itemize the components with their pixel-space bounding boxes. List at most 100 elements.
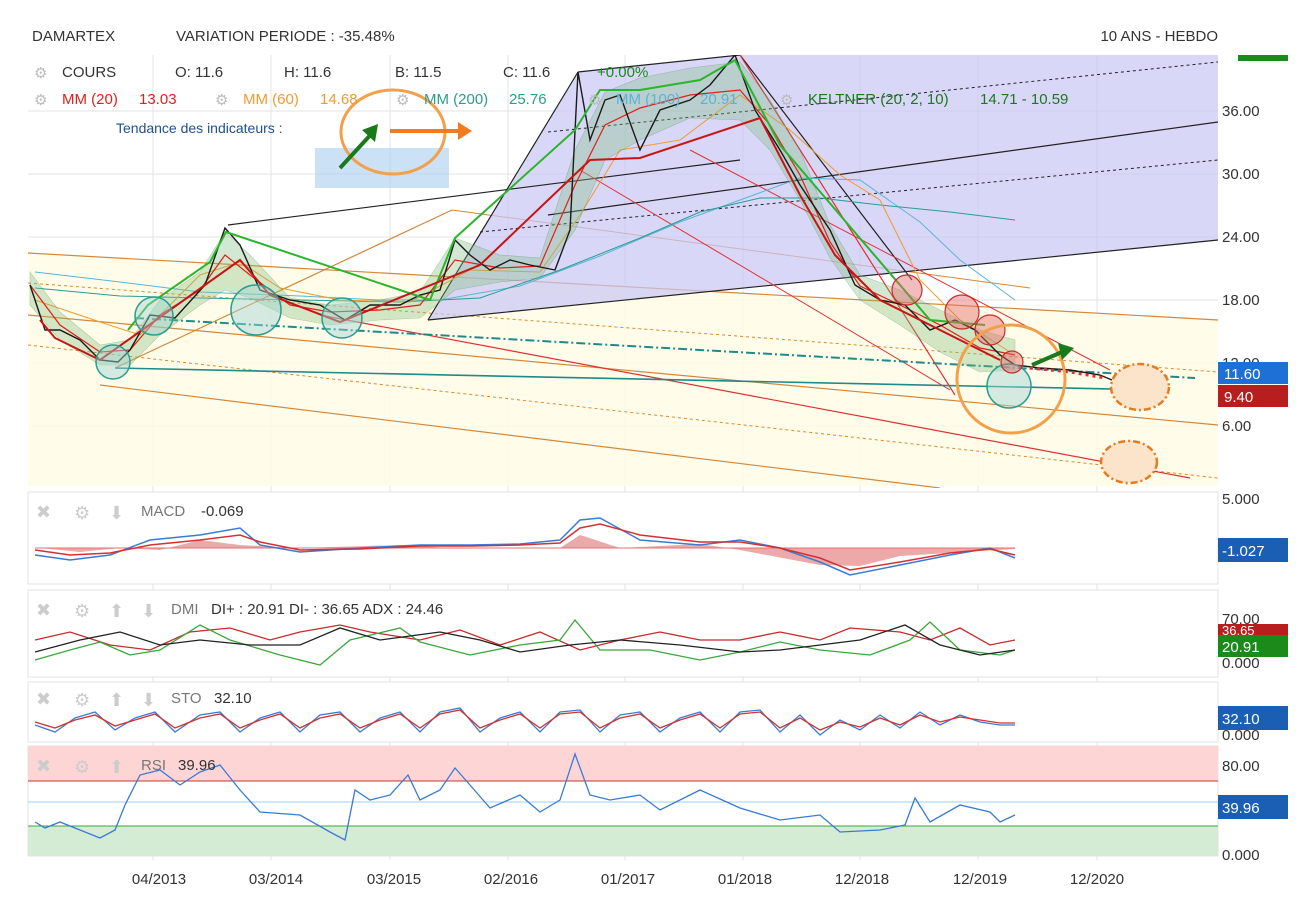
- mm100-label: MM (100): [616, 91, 680, 108]
- x-tick: 02/2016: [484, 871, 538, 888]
- projection-path: [1029, 366, 1106, 380]
- mm200-label: MM (200): [424, 91, 488, 108]
- adx-line: [34, 624, 1016, 656]
- rsi-tick-bottom: 0.000: [1222, 847, 1260, 864]
- mm60-label: MM (60): [243, 91, 299, 108]
- dmi-badge-top: [1218, 624, 1288, 636]
- x-tick: 12/2018: [835, 871, 889, 888]
- dmi-badge-top-text: 36.65: [1222, 623, 1255, 638]
- close-icon[interactable]: ✖: [36, 756, 51, 776]
- gear-icon[interactable]: ⚙: [215, 92, 228, 109]
- sto-k-line: [34, 707, 1015, 736]
- legend: ⚙ COURS O: 11.6 H: 11.6 B: 11.5 C: 11.6 …: [34, 64, 1068, 136]
- dmi-value: DI+ : 20.91 DI- : 36.65 ADX : 24.46: [211, 601, 443, 618]
- x-tick: 03/2014: [249, 871, 303, 888]
- macd-badge-text: -1.027: [1222, 543, 1265, 560]
- x-tick: 01/2018: [718, 871, 772, 888]
- macd-tick: 5.000: [1222, 491, 1260, 508]
- macd-signal: [34, 523, 1016, 571]
- macd-label: MACD: [141, 503, 185, 520]
- y-tick: 36.00: [1222, 103, 1260, 120]
- y-tick: 24.00: [1222, 229, 1260, 246]
- gear-icon[interactable]: ⚙: [74, 757, 90, 777]
- price-badge: [1218, 362, 1288, 384]
- sto-badge: [1218, 706, 1288, 730]
- stop-badge-text: 9.40: [1224, 389, 1253, 406]
- gear-icon[interactable]: ⚙: [588, 92, 601, 109]
- rsi-badge: [1218, 795, 1288, 819]
- close-icon[interactable]: ✖: [36, 502, 51, 522]
- gear-icon[interactable]: ⚙: [780, 92, 793, 109]
- green-target-arrow: [1031, 350, 1063, 367]
- y-tick: 30.00: [1222, 166, 1260, 183]
- gear-icon[interactable]: ⚙: [74, 690, 90, 710]
- mm200-value: 25.76: [509, 91, 547, 108]
- di-plus-line: [34, 618, 1016, 666]
- move-down-icon[interactable]: ⬇: [141, 601, 156, 621]
- mm100-value: 20.91: [700, 91, 738, 108]
- move-down-icon[interactable]: ⬇: [109, 503, 124, 523]
- support-circles: [95, 284, 1032, 409]
- main-panel: ⚙ COURS O: 11.6 H: 11.6 B: 11.5 C: 11.6 …: [28, 55, 1288, 860]
- ohlc-change: +0.00%: [597, 64, 648, 81]
- focus-circle: [955, 323, 1067, 435]
- move-up-icon[interactable]: ⬆: [109, 601, 124, 621]
- target-circle-upper: [1109, 362, 1171, 412]
- rsi-line: [34, 752, 1016, 841]
- y-tick: 18.00: [1222, 292, 1260, 309]
- gear-icon[interactable]: ⚙: [34, 65, 47, 82]
- dmi-panel: ✖ ⚙ ⬆ ⬇ DMI DI+ : 20.91 DI- : 36.65 ADX …: [27, 589, 1288, 678]
- stop-badge: [1218, 385, 1288, 407]
- macd-histogram: [40, 535, 1015, 566]
- close-icon[interactable]: ✖: [36, 689, 51, 709]
- mm20-label: MM (20): [62, 91, 118, 108]
- x-tick: 03/2015: [367, 871, 421, 888]
- rsi-value: 39.96: [178, 757, 216, 774]
- ohlc-open: O: 11.6: [175, 64, 223, 81]
- target-circle-lower: [1099, 439, 1159, 485]
- rsi-tick-top: 80.00: [1222, 758, 1260, 775]
- dmi-badge-text: 20.91: [1222, 639, 1260, 656]
- symbol-title: DAMARTEX: [32, 28, 115, 45]
- x-axis: 04/2013 03/2014 03/2015 02/2016 01/2017 …: [132, 871, 1124, 888]
- gear-icon[interactable]: ⚙: [74, 503, 90, 523]
- price-bull-wicks: [127, 58, 986, 331]
- sto-tick: 0.000: [1222, 727, 1260, 744]
- macd-panel: ✖ ⚙ ⬇ MACD -0.069 5.000 -1.027: [27, 491, 1288, 585]
- dmi-label: DMI: [171, 601, 199, 618]
- mm20-value: 13.03: [139, 91, 177, 108]
- dmi-tick-bottom: 0.000: [1222, 655, 1260, 672]
- price-badge-text: 11.60: [1224, 366, 1260, 383]
- x-tick: 12/2019: [953, 871, 1007, 888]
- gear-icon[interactable]: ⚙: [396, 92, 409, 109]
- di-minus-line: [34, 624, 1016, 651]
- rsi-label: RSI: [141, 757, 166, 774]
- dmi-tick-top: 70.00: [1222, 611, 1260, 628]
- move-up-icon[interactable]: ⬆: [109, 757, 124, 777]
- cours-label: COURS: [62, 64, 116, 81]
- macd-value: -0.069: [201, 503, 244, 520]
- x-tick: 12/2020: [1070, 871, 1124, 888]
- period-label: 10 ANS - HEBDO: [1100, 28, 1218, 45]
- ohlc-low: B: 11.5: [395, 64, 441, 81]
- move-down-icon[interactable]: ⬇: [141, 690, 156, 710]
- gear-icon[interactable]: ⚙: [34, 92, 47, 109]
- gear-icon[interactable]: ⚙: [74, 601, 90, 621]
- ohlc-close: C: 11.6: [503, 64, 550, 81]
- x-tick: 04/2013: [132, 871, 186, 888]
- x-tick: 01/2017: [601, 871, 655, 888]
- move-up-icon[interactable]: ⬆: [109, 690, 124, 710]
- dmi-badge: [1218, 635, 1288, 657]
- macd-line: [34, 517, 1016, 576]
- sto-badge-text: 32.10: [1222, 711, 1260, 728]
- rsi-panel: ✖ ⚙ ⬆ RSI 39.96 80.00 0.000 39.96: [27, 745, 1288, 864]
- keltner-label: KELTNER (20, 2, 10): [808, 91, 949, 108]
- mm200-line: [34, 177, 1016, 301]
- price-bear-wicks: [39, 116, 1001, 362]
- variation-label: VARIATION PERIODE : -35.48%: [176, 28, 395, 45]
- sto-d-line: [34, 709, 1015, 731]
- close-icon[interactable]: ✖: [36, 600, 51, 620]
- macd-badge: [1218, 538, 1288, 562]
- resistance-circles: [891, 274, 1024, 374]
